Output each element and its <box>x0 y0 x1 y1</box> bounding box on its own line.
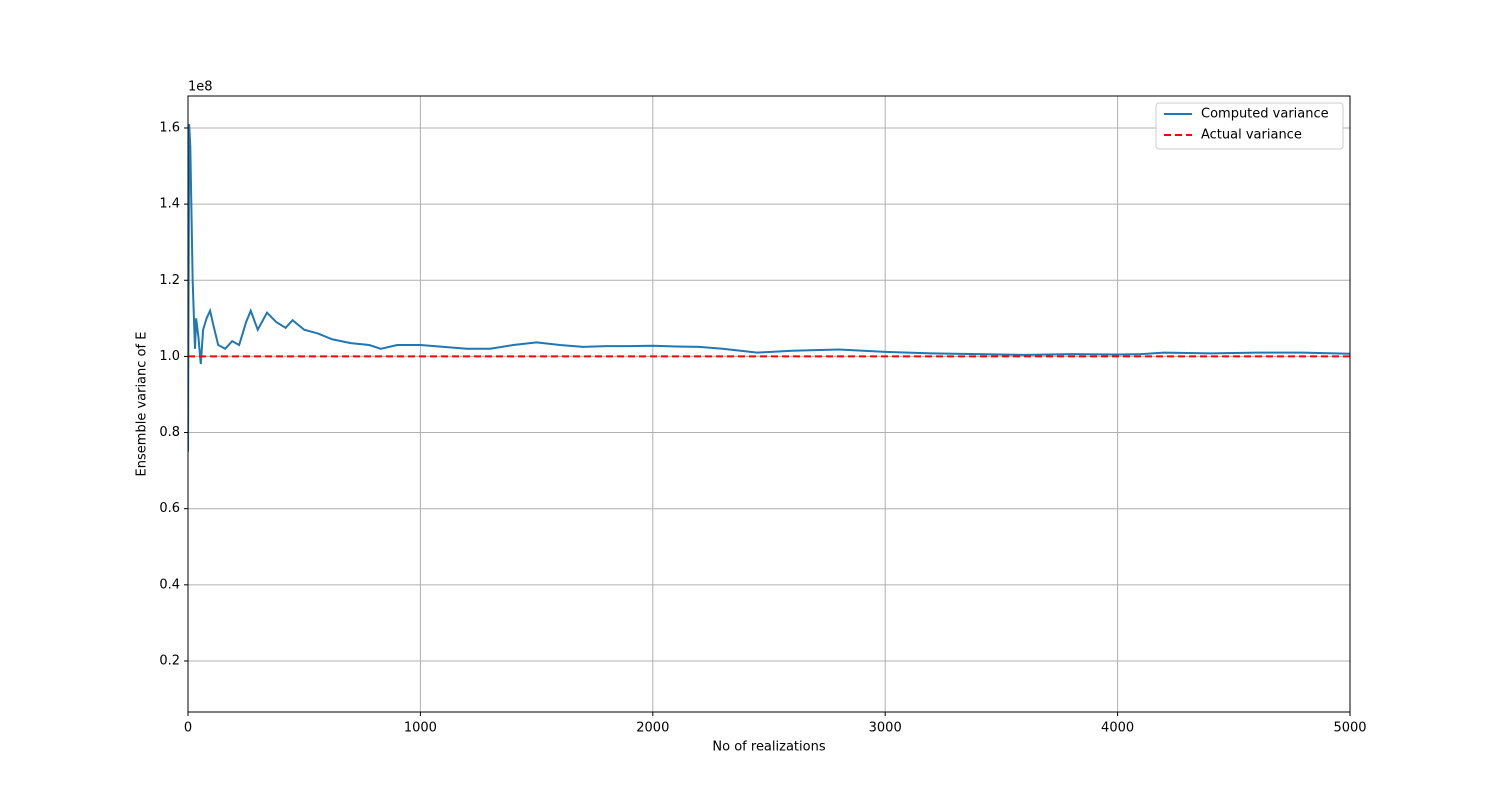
y-tick-label: 0.8 <box>159 425 180 440</box>
x-tick-label: 3000 <box>869 721 902 736</box>
legend-box <box>1155 102 1344 150</box>
y-tick-label: 0.4 <box>159 577 180 592</box>
y-tick-label: 1.2 <box>159 273 180 288</box>
y-tick-label: 0.6 <box>159 501 180 516</box>
y-tick-label: 1.0 <box>159 349 180 364</box>
x-tick-label: 1000 <box>404 721 437 736</box>
plot-frame <box>187 95 1351 713</box>
legend-label: Computed variance <box>1201 107 1329 122</box>
data-line <box>188 124 1350 452</box>
x-tick-label: 4000 <box>1101 721 1134 736</box>
x-axis-label: No of realizations <box>712 740 825 755</box>
y-tick-label: 1.4 <box>159 197 180 212</box>
y-offset-label: 1e8 <box>188 80 213 95</box>
y-axis-label: Ensemble varianc of E <box>135 332 150 477</box>
x-tick-label: 5000 <box>1333 721 1366 736</box>
y-tick-label: 0.2 <box>159 653 180 668</box>
x-tick-label: 2000 <box>636 721 669 736</box>
x-tick-label: 0 <box>184 721 192 736</box>
legend-label: Actual variance <box>1201 128 1302 143</box>
y-tick-label: 1.6 <box>159 120 180 135</box>
